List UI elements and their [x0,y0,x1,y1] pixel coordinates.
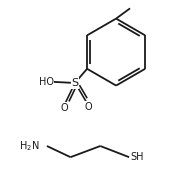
Text: H$_2$N: H$_2$N [19,139,40,153]
Text: O: O [61,102,69,113]
Text: O: O [85,102,92,112]
Text: SH: SH [131,152,144,162]
Text: S: S [71,78,79,88]
Text: HO: HO [39,77,54,87]
